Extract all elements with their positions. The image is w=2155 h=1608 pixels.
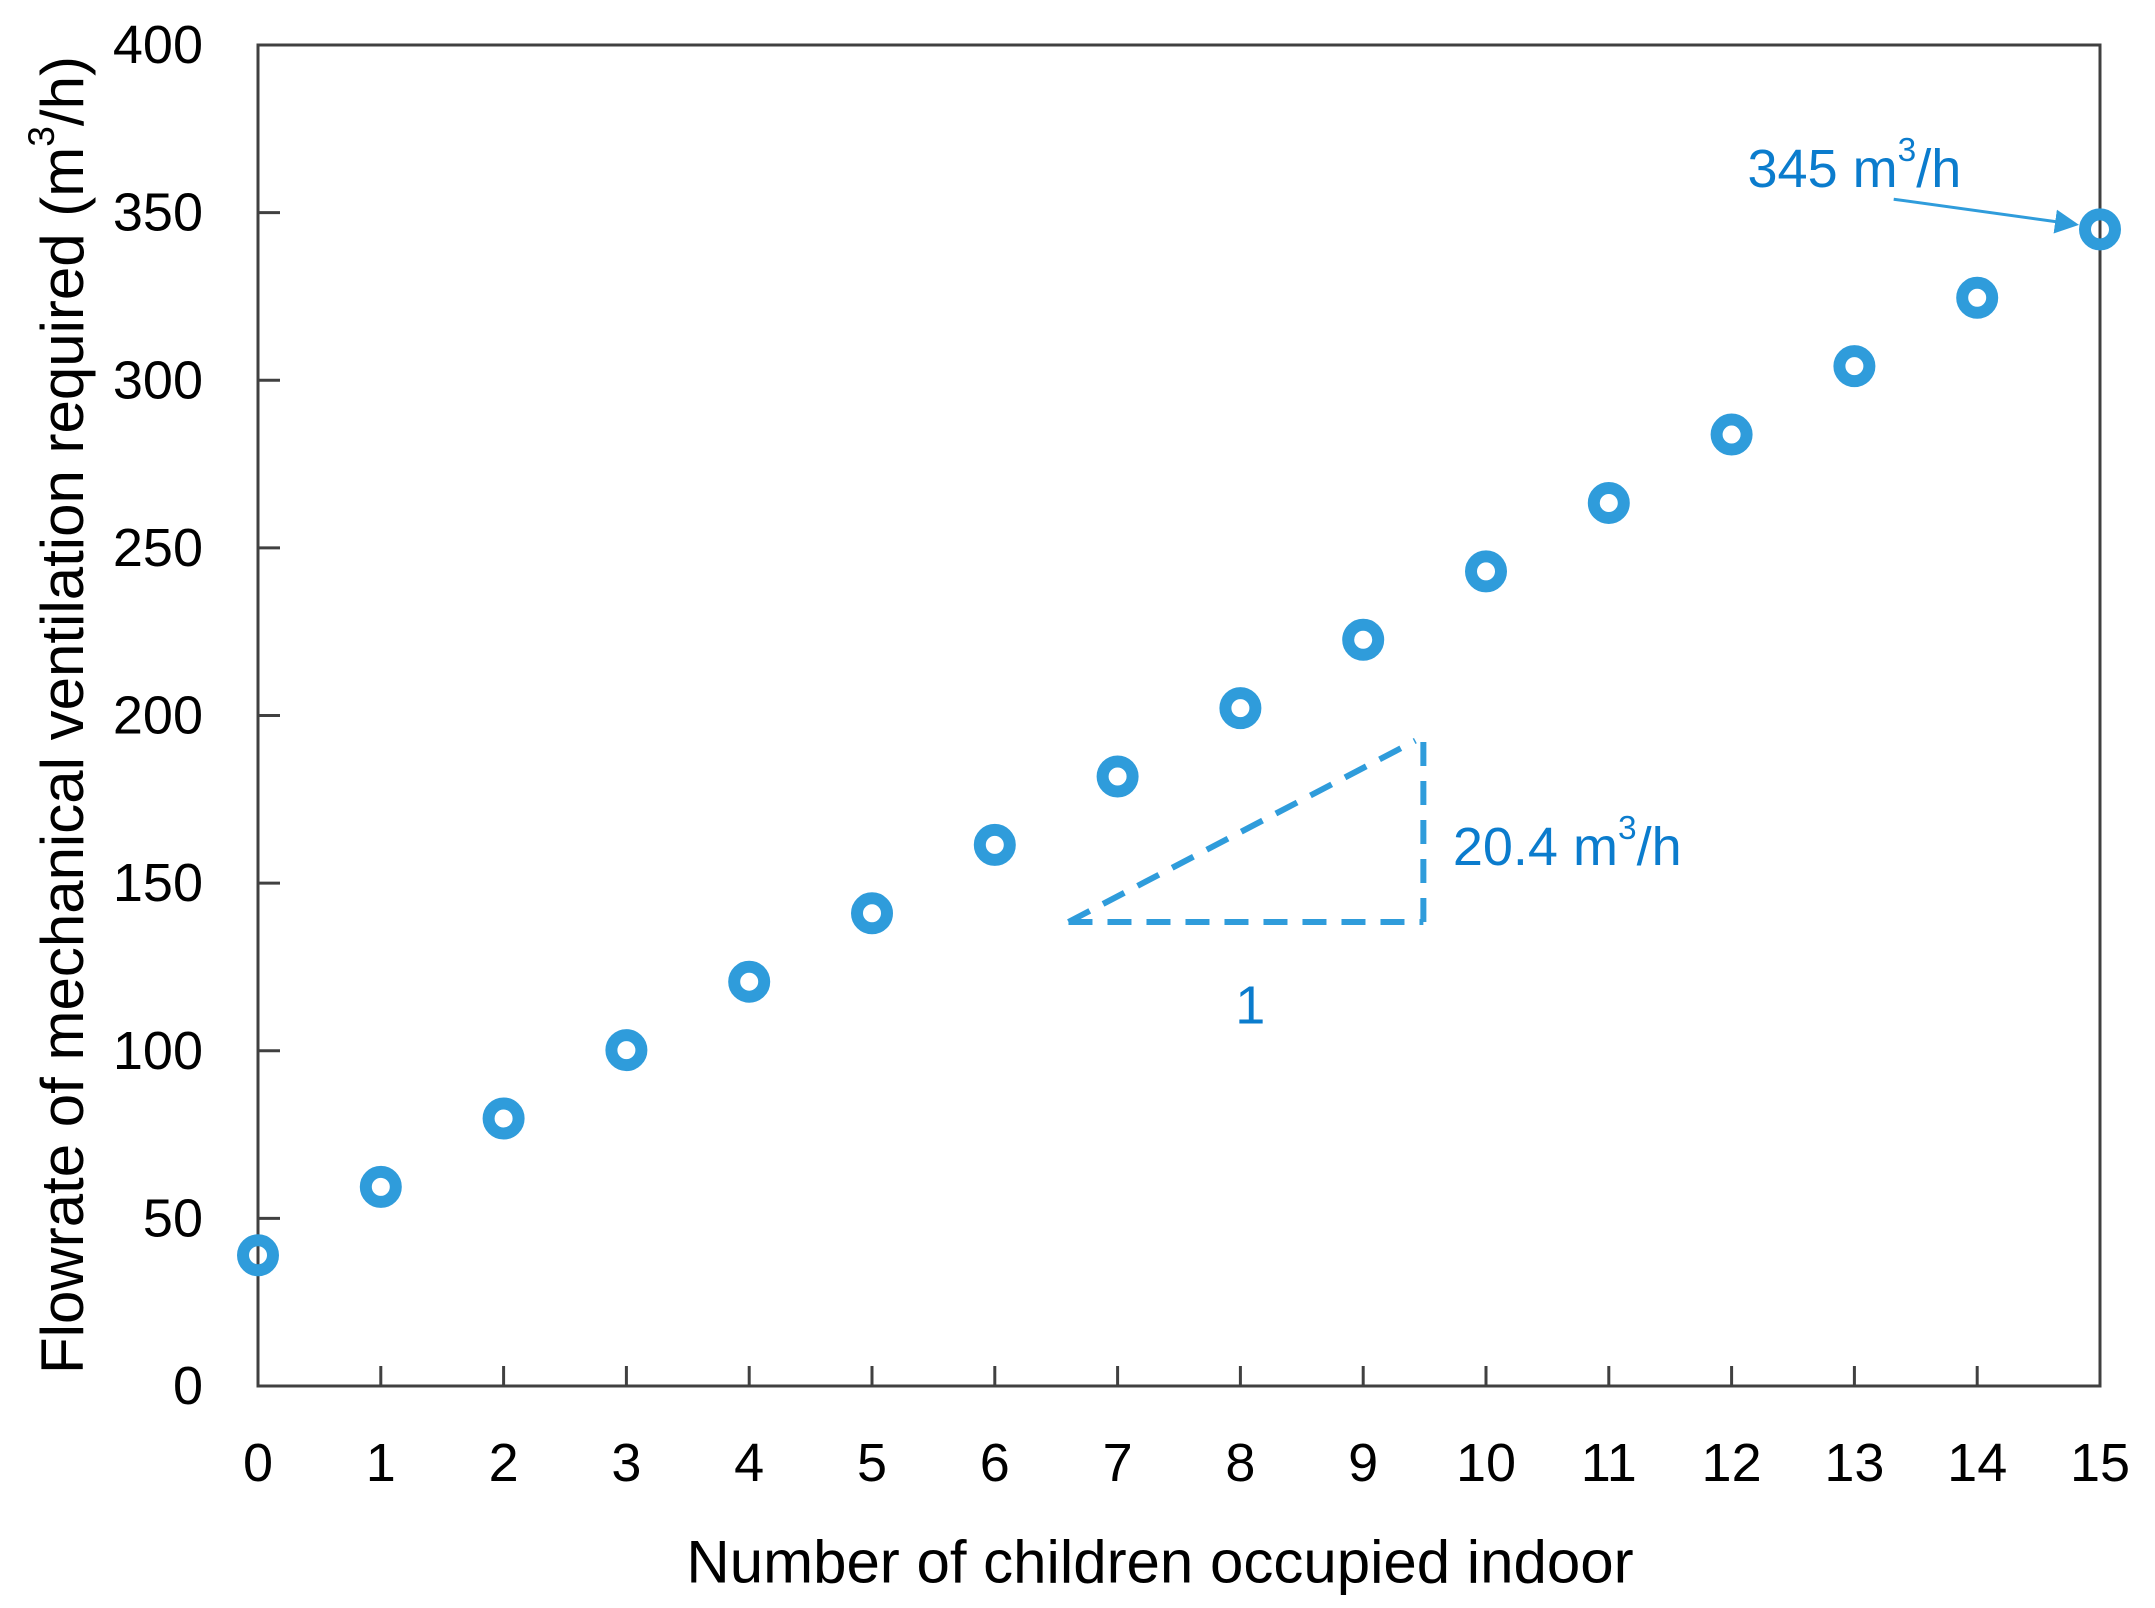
y-tick-label: 0 [173, 1356, 203, 1416]
data-point [482, 1097, 525, 1140]
data-points [237, 208, 2121, 1277]
y-tick-label: 50 [143, 1188, 203, 1248]
annotation-arrow [1893, 197, 2080, 234]
x-tick-label: 2 [489, 1433, 519, 1493]
data-point [1587, 481, 1630, 524]
y-tick-label: 200 [113, 686, 203, 746]
x-axis-ticks [379, 1366, 1979, 1386]
y-axis-tick-labels: 0 50 100 150 200 250 300 350 400 [113, 15, 203, 1416]
y-axis-title: Flowrate of mechanical ventilation requi… [20, 56, 96, 1374]
data-point [605, 1029, 648, 1072]
y-tick-label: 250 [113, 518, 203, 578]
y-tick-label: 400 [113, 15, 203, 75]
data-point [1342, 618, 1385, 661]
x-tick-label: 10 [1456, 1433, 1516, 1493]
max-point-label: 345 m3/h [1748, 132, 1962, 199]
x-tick-label: 11 [1581, 1433, 1637, 1493]
x-tick-label: 4 [734, 1433, 764, 1493]
data-point [359, 1165, 402, 1208]
plot-frame [256, 43, 2102, 1388]
slope-rise-label: 20.4 m3/h [1453, 810, 1682, 877]
data-point [1096, 755, 1139, 798]
data-point [728, 960, 771, 1003]
x-tick-label: 5 [857, 1433, 887, 1493]
x-axis-tick-labels: 0 1 2 3 4 5 6 7 8 9 10 11 12 13 14 15 [243, 1433, 2130, 1493]
y-tick-label: 100 [113, 1021, 203, 1081]
x-tick-label: 0 [243, 1433, 273, 1493]
x-tick-label: 1 [366, 1433, 396, 1493]
x-tick-label: 9 [1348, 1433, 1378, 1493]
y-tick-label: 350 [113, 183, 203, 243]
x-tick-label: 14 [1947, 1433, 2007, 1493]
slope-triangle: 20.4 m3/h 1 [1067, 737, 1682, 1035]
x-tick-label: 7 [1103, 1433, 1133, 1493]
triangle-hypotenuse-line [1067, 737, 1417, 925]
y-tick-label: 150 [113, 853, 203, 913]
x-tick-label: 12 [1702, 1433, 1762, 1493]
max-point-callout: 345 m3/h [1748, 132, 2080, 234]
data-point [1465, 550, 1507, 593]
slope-run-label: 1 [1235, 975, 1265, 1035]
data-point [1833, 345, 1876, 388]
x-tick-label: 8 [1225, 1433, 1255, 1493]
y-axis-ticks [258, 211, 280, 1220]
x-tick-label: 3 [611, 1433, 641, 1493]
data-point [2079, 208, 2121, 251]
y-tick-label: 300 [113, 350, 203, 410]
data-point [237, 1234, 279, 1277]
x-tick-label: 15 [2070, 1433, 2130, 1493]
x-axis-title: Number of children occupied indoor [686, 1529, 1633, 1596]
x-tick-label: 6 [980, 1433, 1010, 1493]
data-point [973, 823, 1016, 866]
data-point [851, 892, 893, 935]
data-point [1710, 413, 1753, 456]
data-point [1956, 276, 1999, 319]
data-point [1219, 687, 1262, 730]
x-tick-label: 13 [1824, 1433, 1884, 1493]
